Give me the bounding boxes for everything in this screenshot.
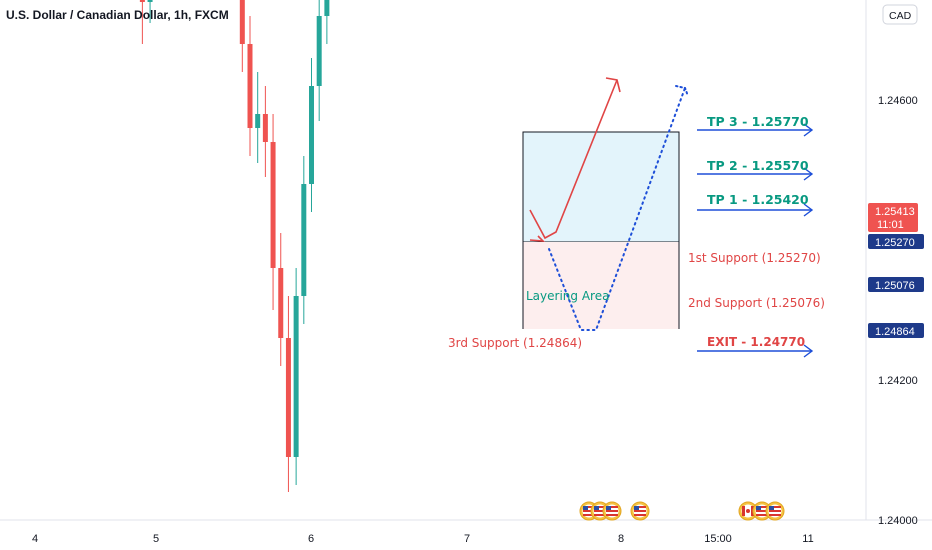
tp2-label: TP 2 - 1.25570 xyxy=(707,158,809,173)
price-tick: 1.24200 xyxy=(878,375,918,387)
candle-body xyxy=(239,0,245,44)
price-axis[interactable]: 1.262001.260001.258001.256001.254001.252… xyxy=(878,0,918,527)
bullish-projection-arrow[interactable] xyxy=(529,79,618,240)
support1-tag: 1.25270 xyxy=(868,234,924,249)
us-flag-icon[interactable] xyxy=(602,501,622,521)
candle-body xyxy=(309,86,314,184)
candle-body xyxy=(270,142,276,268)
time-tick: 8 xyxy=(618,533,624,545)
candle-body xyxy=(255,114,261,128)
alternate-arrowhead xyxy=(675,85,689,97)
time-tick: 4 xyxy=(32,533,38,545)
support2-label: 2nd Support (1.25076) xyxy=(688,296,825,310)
candles xyxy=(139,0,330,492)
tp1-label: TP 1 - 1.25420 xyxy=(707,192,809,207)
us-flag-icon[interactable] xyxy=(752,501,772,521)
last-price-value: 1.25413 xyxy=(875,206,915,218)
tp-arrows xyxy=(697,123,814,358)
bullish-arrowhead xyxy=(605,77,621,93)
tp3-label: TP 3 - 1.25770 xyxy=(707,114,809,129)
time-tick: 6 xyxy=(308,533,314,545)
currency-label: CAD xyxy=(889,10,912,22)
candle-body xyxy=(301,184,307,296)
target-box[interactable] xyxy=(522,131,680,243)
support1-tag-value: 1.25270 xyxy=(875,237,915,249)
currency-button[interactable]: CAD xyxy=(882,4,918,25)
price-tick: 1.24600 xyxy=(878,95,918,107)
time-tick: 5 xyxy=(153,533,159,545)
candle-body xyxy=(262,114,268,142)
time-axis[interactable]: 4 5 6 7 8 15:00 11 xyxy=(32,533,814,545)
support2-tag-value: 1.25076 xyxy=(875,280,915,292)
layering-area-label: Layering Area xyxy=(526,289,609,303)
support3-tag-value: 1.24864 xyxy=(875,326,915,338)
time-tick: 7 xyxy=(464,533,470,545)
us-flag-icon[interactable] xyxy=(765,501,785,521)
bar-countdown: 11:01 xyxy=(877,219,904,231)
exit-label: EXIT - 1.24770 xyxy=(707,335,805,349)
candle-body xyxy=(285,338,291,457)
time-tick: 11 xyxy=(802,533,813,545)
layering-box[interactable] xyxy=(523,242,679,329)
entry-arrowhead xyxy=(529,235,546,242)
support3-label: 3rd Support (1.24864) xyxy=(448,336,582,350)
symbol-title: U.S. Dollar / Canadian Dollar, 1h, FXCM xyxy=(6,8,229,22)
candle-body xyxy=(324,0,330,16)
candle-body xyxy=(147,0,153,2)
economic-events[interactable] xyxy=(579,501,785,521)
us-flag-icon[interactable] xyxy=(630,501,650,521)
candle-body xyxy=(316,16,322,86)
candle-body xyxy=(247,44,253,128)
candle-body xyxy=(293,296,299,457)
support1-label: 1st Support (1.25270) xyxy=(688,251,821,265)
last-price-tag: 1.25413 11:01 xyxy=(868,203,918,232)
time-tick: 15:00 xyxy=(704,533,732,545)
candle-body xyxy=(139,0,145,2)
support2-tag: 1.25076 xyxy=(868,277,924,292)
alternate-projection-path[interactable] xyxy=(548,87,686,331)
support3-tag: 1.24864 xyxy=(868,323,924,338)
price-tick: 1.24000 xyxy=(878,515,918,527)
candle-body xyxy=(278,268,284,338)
